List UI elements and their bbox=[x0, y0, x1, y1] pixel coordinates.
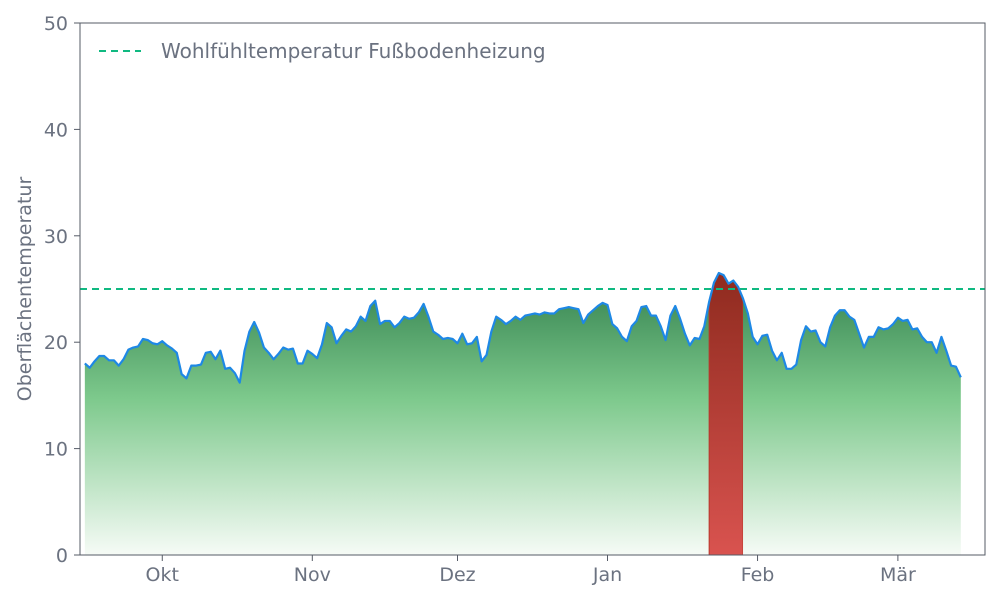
x-tick-label: Okt bbox=[146, 564, 179, 586]
x-tick-label: Jan bbox=[592, 564, 622, 586]
x-tick-label: Dez bbox=[439, 564, 475, 586]
area-segment bbox=[743, 298, 961, 555]
legend-label-threshold: Wohlfühltemperatur Fußbodenheizung bbox=[161, 39, 546, 63]
y-tick-label: 40 bbox=[44, 119, 68, 141]
x-tick-label: Feb bbox=[741, 564, 775, 586]
area-fill-layer bbox=[84, 272, 961, 556]
y-tick-label: 10 bbox=[44, 439, 68, 461]
x-tick-label: Mär bbox=[880, 564, 916, 586]
y-tick-label: 0 bbox=[56, 545, 68, 567]
y-tick-label: 30 bbox=[44, 226, 68, 248]
x-tick-label: Nov bbox=[294, 564, 331, 586]
area-segment-above-threshold bbox=[708, 272, 744, 556]
legend: Wohlfühltemperatur Fußbodenheizung bbox=[99, 39, 546, 63]
y-axis-title: Oberflächentemperatur bbox=[14, 177, 36, 402]
x-axis: Okt Nov Dez Jan Feb Mär bbox=[146, 555, 916, 586]
y-tick-label: 50 bbox=[44, 13, 68, 35]
y-tick-label: 20 bbox=[44, 332, 68, 354]
series-line bbox=[84, 271, 962, 384]
y-axis: 0 10 20 30 40 50 bbox=[44, 13, 80, 567]
area-segment bbox=[84, 300, 710, 555]
plot-frame bbox=[79, 22, 986, 556]
